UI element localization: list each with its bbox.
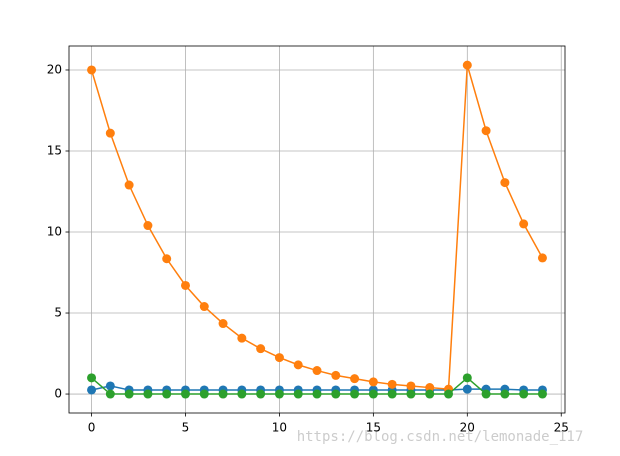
marker — [462, 384, 472, 394]
x-tick-label: 20 — [460, 421, 475, 435]
x-tick-label: 10 — [272, 421, 287, 435]
marker — [350, 389, 360, 399]
marker — [368, 377, 378, 387]
y-tick-label: 15 — [47, 143, 62, 157]
marker — [199, 389, 209, 399]
marker — [105, 128, 115, 138]
marker — [105, 381, 115, 391]
marker — [256, 389, 266, 399]
marker — [312, 389, 322, 399]
marker — [368, 389, 378, 399]
marker — [537, 253, 547, 263]
x-tick-label: 0 — [88, 421, 96, 435]
marker — [462, 373, 472, 383]
marker — [387, 389, 397, 399]
marker — [180, 280, 190, 290]
marker — [218, 319, 228, 329]
y-tick-label: 10 — [47, 225, 62, 239]
marker — [293, 360, 303, 370]
marker — [462, 60, 472, 70]
marker — [331, 370, 341, 380]
marker — [406, 389, 416, 399]
line — [90, 64, 544, 390]
x-tick-label: 5 — [182, 421, 190, 435]
marker — [481, 126, 491, 136]
marker — [500, 389, 510, 399]
marker — [274, 389, 284, 399]
marker — [444, 389, 454, 399]
marker — [87, 373, 97, 383]
marker — [425, 383, 435, 393]
marker — [425, 389, 435, 399]
marker — [387, 379, 397, 389]
marker — [481, 389, 491, 399]
marker — [143, 389, 153, 399]
marker — [218, 389, 228, 399]
marker — [293, 389, 303, 399]
marker — [162, 389, 172, 399]
watermark: https://blog.csdn.net/lemonade_117 — [297, 429, 584, 445]
marker — [199, 302, 209, 312]
x-tick-label: 25 — [554, 421, 569, 435]
marker — [124, 180, 134, 190]
marker — [105, 389, 115, 399]
marker — [143, 221, 153, 231]
marker — [331, 389, 341, 399]
y-tick-label: 0 — [54, 387, 62, 401]
marker — [519, 389, 529, 399]
marker — [406, 381, 416, 391]
marker — [162, 254, 172, 264]
marker — [180, 389, 190, 399]
marker — [312, 366, 322, 376]
marker — [87, 65, 97, 75]
marker — [350, 374, 360, 384]
x-tick-label: 15 — [366, 421, 381, 435]
marker — [274, 353, 284, 363]
marker — [124, 389, 134, 399]
marker — [237, 389, 247, 399]
y-tick-label: 20 — [47, 62, 62, 76]
plot-frame — [68, 45, 566, 414]
marker — [256, 344, 266, 354]
marker — [519, 219, 529, 229]
marker — [537, 389, 547, 399]
marker — [500, 178, 510, 188]
y-tick-label: 5 — [54, 306, 62, 320]
marker — [237, 333, 247, 343]
marker — [87, 385, 97, 395]
